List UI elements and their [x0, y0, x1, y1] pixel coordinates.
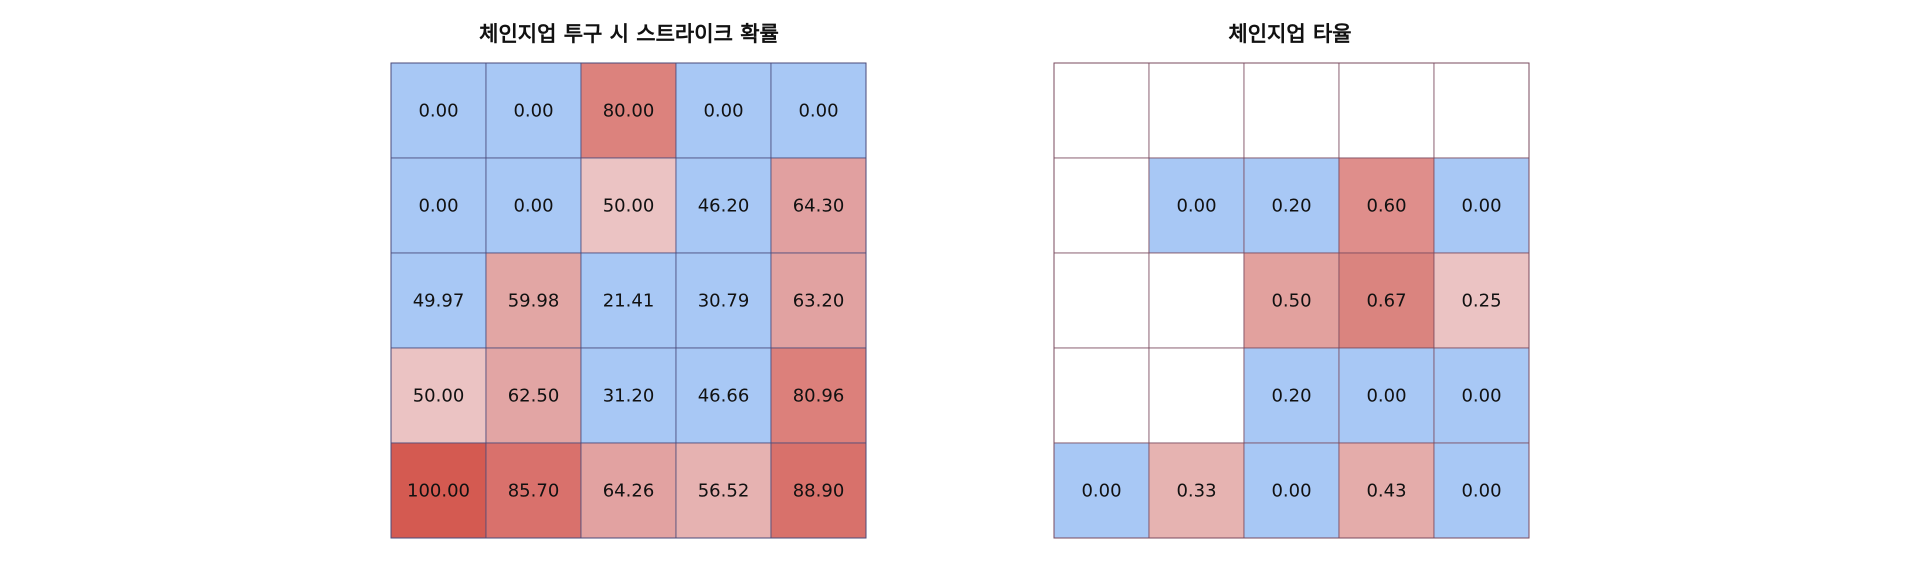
strike-probability-label-r3-c3: 46.66 — [698, 386, 750, 407]
strike-probability-cell-r3-c1 — [485, 347, 582, 444]
strike-probability-label-r0-c4: 0.00 — [798, 101, 838, 122]
strike-probability-label-r4-c3: 56.52 — [698, 481, 750, 502]
batting-average-label-r1-c4: 0.00 — [1461, 196, 1501, 217]
strike-probability-label-r3-c4: 80.96 — [793, 386, 845, 407]
strike-probability-label-r4-c1: 85.70 — [508, 481, 560, 502]
strike-probability-frame — [390, 62, 867, 539]
batting-average-cell-r0-c4 — [1433, 62, 1530, 159]
batting-average-cell-r3-c0 — [1053, 347, 1150, 444]
strike-probability-label-r0-c1: 0.00 — [513, 101, 553, 122]
batting-average-label-r3-c4: 0.00 — [1461, 386, 1501, 407]
batting-average-label-r2-c2: 0.50 — [1271, 291, 1311, 312]
batting-average-frame — [1053, 62, 1530, 539]
strike-probability-cell-r2-c1 — [485, 252, 582, 349]
strike-probability-label-r3-c1: 62.50 — [508, 386, 560, 407]
batting-average-cell-r0-c2 — [1243, 62, 1340, 159]
heatmap-strike-probability: 0.00 0.00 80.00 0.00 0.00 0.00 0.00 50.00 46.20 6… — [390, 62, 867, 539]
batting-average-cell-r1-c2 — [1243, 157, 1340, 254]
batting-average-cell-r2-c2 — [1243, 252, 1340, 349]
batting-average-label-r3-c2: 0.20 — [1271, 386, 1311, 407]
batting-average-cell-r4-c4 — [1433, 442, 1530, 539]
strike-probability-label-r1-c0: 0.00 — [418, 196, 458, 217]
batting-average-label-r1-c3: 0.60 — [1366, 196, 1406, 217]
strike-probability-cell-r1-c2 — [580, 157, 677, 254]
batting-average-label-r4-c0: 0.00 — [1081, 481, 1121, 502]
strike-probability-cell-r0-c3 — [675, 62, 772, 159]
strike-probability-cell-r2-c3 — [675, 252, 772, 349]
batting-average-label-r4-c4: 0.00 — [1461, 481, 1501, 502]
strike-probability-cell-r0-c0 — [390, 62, 487, 159]
strike-probability-cell-r3-c3 — [675, 347, 772, 444]
batting-average-label-r1-c1: 0.00 — [1176, 196, 1216, 217]
batting-average-cell-r2-c4 — [1433, 252, 1530, 349]
strike-probability-label-r2-c0: 49.97 — [413, 291, 465, 312]
batting-average-cell-r2-c0 — [1053, 252, 1150, 349]
strike-probability-label-r3-c0: 50.00 — [413, 386, 465, 407]
batting-average-label-r2-c4: 0.25 — [1461, 291, 1501, 312]
batting-average-cell-r4-c3 — [1338, 442, 1435, 539]
batting-average-cell-r1-c1 — [1148, 157, 1245, 254]
strike-probability-cell-r4-c0 — [390, 442, 487, 539]
batting-average-cell-r1-c3 — [1338, 157, 1435, 254]
batting-average-cell-r4-c0 — [1053, 442, 1150, 539]
strike-probability-cell-r0-c1 — [485, 62, 582, 159]
strike-probability-label-r2-c4: 63.20 — [793, 291, 845, 312]
strike-probability-label-r2-c3: 30.79 — [698, 291, 750, 312]
heatmap-batting-average: 0.00 0.20 0.60 0.00 0.50 0.67 0.25 0.20 0.00 0.00… — [1053, 62, 1530, 539]
batting-average-cell-r1-c4 — [1433, 157, 1530, 254]
strike-probability-cell-r1-c0 — [390, 157, 487, 254]
batting-average-cell-r2-c3 — [1338, 252, 1435, 349]
strike-probability-label-r1-c2: 50.00 — [603, 196, 655, 217]
strike-probability-label-r2-c1: 59.98 — [508, 291, 560, 312]
batting-average-label-r2-c3: 0.67 — [1366, 291, 1406, 312]
strike-probability-cell-r3-c2 — [580, 347, 677, 444]
strike-probability-cell-r0-c4 — [770, 62, 867, 159]
batting-average-cell-r3-c1 — [1148, 347, 1245, 444]
batting-average-cell-r1-c0 — [1053, 157, 1150, 254]
chart-title-strike-probability: 체인지업 투구 시 스트라이크 확률 — [479, 22, 779, 46]
strike-probability-cell-r2-c2 — [580, 252, 677, 349]
batting-average-label-r4-c2: 0.00 — [1271, 481, 1311, 502]
strike-probability-label-r1-c1: 0.00 — [513, 196, 553, 217]
strike-probability-cell-r2-c4 — [770, 252, 867, 349]
batting-average-cell-r4-c2 — [1243, 442, 1340, 539]
strike-probability-label-r4-c0: 100.00 — [407, 481, 470, 502]
strike-probability-cell-r3-c4 — [770, 347, 867, 444]
batting-average-label-r4-c1: 0.33 — [1176, 481, 1216, 502]
batting-average-cell-r0-c0 — [1053, 62, 1150, 159]
batting-average-cell-r2-c1 — [1148, 252, 1245, 349]
strike-probability-label-r0-c2: 80.00 — [603, 101, 655, 122]
strike-probability-cell-r4-c4 — [770, 442, 867, 539]
batting-average-cell-r0-c3 — [1338, 62, 1435, 159]
strike-probability-label-r0-c0: 0.00 — [418, 101, 458, 122]
strike-probability-label-r1-c3: 46.20 — [698, 196, 750, 217]
strike-probability-label-r4-c2: 64.26 — [603, 481, 655, 502]
strike-probability-cell-r4-c1 — [485, 442, 582, 539]
chart-title-batting-average: 체인지업 타율 — [1228, 22, 1351, 46]
strike-probability-label-r1-c4: 64.30 — [793, 196, 845, 217]
batting-average-label-r1-c2: 0.20 — [1271, 196, 1311, 217]
strike-probability-cell-r4-c2 — [580, 442, 677, 539]
strike-probability-label-r0-c3: 0.00 — [703, 101, 743, 122]
batting-average-label-r4-c3: 0.43 — [1366, 481, 1406, 502]
batting-average-cell-r0-c1 — [1148, 62, 1245, 159]
strike-probability-label-r4-c4: 88.90 — [793, 481, 845, 502]
strike-probability-label-r2-c2: 21.41 — [603, 291, 655, 312]
strike-probability-cell-r1-c4 — [770, 157, 867, 254]
strike-probability-label-r3-c2: 31.20 — [603, 386, 655, 407]
batting-average-label-r3-c3: 0.00 — [1366, 386, 1406, 407]
batting-average-cell-r3-c4 — [1433, 347, 1530, 444]
